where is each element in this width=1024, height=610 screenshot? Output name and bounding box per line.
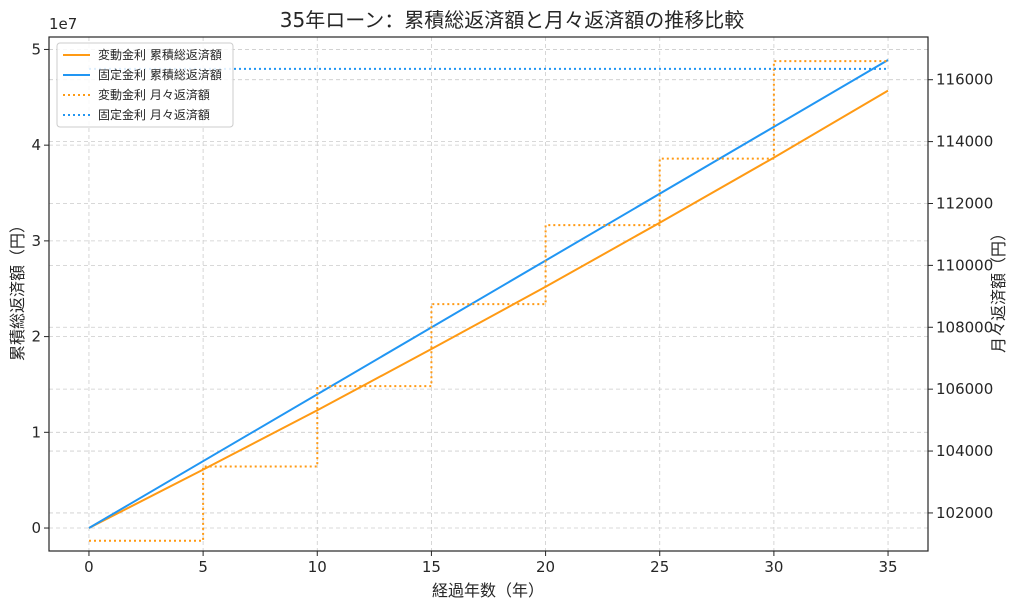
- x-tick-label: 5: [198, 558, 208, 576]
- legend-box: [56, 42, 234, 128]
- y-left-tick-label: 4: [31, 136, 41, 154]
- y-right-tick-label: 106000: [936, 380, 993, 398]
- legend-label-3: 変動金利 月々返済額: [98, 87, 210, 102]
- y-left-tick-label: 0: [31, 519, 41, 537]
- x-tick-label: 25: [650, 558, 669, 576]
- x-tick-label: 10: [308, 558, 327, 576]
- y-right-tick-label: 112000: [936, 194, 993, 212]
- y-right-tick-label: 104000: [936, 442, 993, 460]
- series-line-2: [88, 59, 889, 529]
- y-right-axis-title: 月々返済額（円）: [989, 225, 1008, 353]
- series-line-1: [88, 89, 889, 529]
- legend-label-4: 固定金利 月々返済額: [98, 107, 210, 122]
- x-tick-label: 30: [764, 558, 783, 576]
- y-left-axis-title: 累積総返済額（円）: [8, 217, 27, 361]
- y-right-tick-label: 110000: [936, 256, 993, 274]
- series-line-3: [89, 60, 888, 542]
- y-right-tick-label: 116000: [936, 71, 993, 89]
- x-tick-label: 35: [878, 558, 897, 576]
- ticks: 0 5 10 15 20 25 30 35 0 1 2 3 4 5 102000 104000 106000 10…: [31, 40, 993, 576]
- y-right-tick-label: 114000: [936, 133, 993, 151]
- y-left-tick-label: 5: [31, 40, 41, 58]
- x-tick-label: 0: [84, 558, 94, 576]
- legend-label-1: 変動金利 累積総返済額: [98, 47, 222, 62]
- y-right-tick-label: 108000: [936, 318, 993, 336]
- y-left-tick-label: 3: [31, 232, 41, 250]
- legend-label-2: 固定金利 累積総返済額: [98, 67, 222, 82]
- x-tick-label: 15: [422, 558, 441, 576]
- x-tick-label: 20: [536, 558, 555, 576]
- plot-frame: [48, 36, 929, 552]
- y-left-tick-label: 1: [31, 423, 41, 441]
- y-left-tick-label: 2: [31, 328, 41, 346]
- x-axis-title: 経過年数（年）: [432, 581, 544, 600]
- left-axis-multiplier: 1e7: [49, 15, 77, 33]
- y-right-tick-label: 102000: [936, 504, 993, 522]
- series-layer: [88, 59, 889, 542]
- chart-title: 35年ローン：累積総返済額と月々返済額の推移比較: [280, 8, 744, 32]
